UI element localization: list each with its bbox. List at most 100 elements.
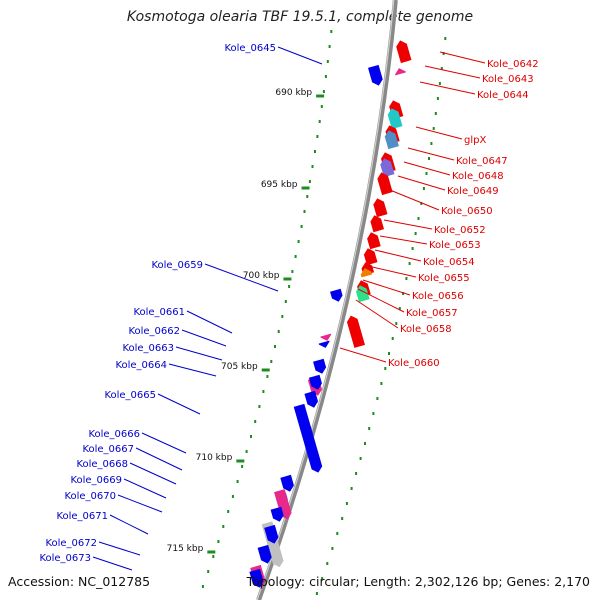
reverse-gene-arrow [395,68,406,76]
forward-gene-label: Kole_0667 [82,444,134,455]
reverse-gene-label: Kole_0650 [441,206,493,217]
inner-ring-dot [311,165,314,168]
ruler-tick-mark [236,459,245,463]
forward-gene-label: Kole_0669 [70,475,122,486]
inner-ring-dot [288,285,291,288]
forward-gene-label-leader [141,432,187,454]
forward-gene-arrow [330,288,343,302]
inner-ring-dot [245,450,248,453]
reverse-gene-arrow [384,130,399,150]
forward-gene-label-leader [277,46,323,65]
outer-ring-dot [440,67,443,70]
reverse-gene-arrow [360,268,373,278]
outer-ring-dot [408,262,411,265]
forward-gene-arrow [257,544,272,564]
inner-ring-dot [300,225,303,228]
reverse-gene-label: Kole_0643 [482,74,534,85]
forward-gene-label-leader [129,462,177,485]
forward-gene-label-leader [123,478,167,499]
inner-ring-dot [227,510,230,513]
inner-ring-dot [320,105,323,108]
reverse-gene-label: Kole_0648 [452,171,504,182]
outer-ring-dot [434,112,437,115]
forward-gene-label: Kole_0670 [64,491,116,502]
forward-gene-arrow [264,524,279,544]
reverse-gene-arrow [367,232,381,250]
inner-ring-dot [326,60,329,63]
reverse-gene-label-leader [357,288,405,313]
forward-gene-arrow [293,403,323,473]
inner-ring-dot [217,540,220,543]
reverse-gene-label-leader [403,161,451,176]
forward-gene-arrow [368,64,383,86]
reverse-gene-label: Kole_0654 [423,257,475,268]
reverse-gene-label-leader [379,235,428,245]
outer-ring-dot [388,352,390,355]
reverse-gene-arrow [363,248,378,266]
reverse-gene-arrow [346,315,365,348]
outer-ring-dot [359,457,362,460]
accession-text: Accession: NC_012785 [8,574,151,589]
reverse-gene-label-leader [383,219,433,230]
inner-ring-dot [330,30,333,33]
outer-ring-dot [321,577,324,580]
outer-ring-dot [336,532,339,535]
forward-gene-label-leader [117,494,163,513]
outer-ring-dot [430,142,433,145]
reverse-gene-label-leader [397,175,446,191]
inner-ring-dot [250,435,252,438]
forward-gene-label-leader [181,329,227,347]
reverse-gene-label-leader [407,147,455,161]
inner-ring-dot [322,90,325,93]
inner-ring-dot [266,375,269,378]
forward-gene-arrow [313,358,327,374]
reverse-gene-label: Kole_0660 [388,358,440,369]
outer-ring-dot [436,97,439,100]
ruler-tick-mark [316,94,325,98]
forward-gene-label-leader [109,514,149,535]
reverse-gene-label-leader [374,249,422,262]
inner-ring-dot [274,345,276,348]
reverse-gene-label-leader [419,81,476,95]
reverse-gene-label-leader [424,65,481,79]
forward-gene-label: Kole_0665 [104,390,156,401]
reverse-gene-arrow [377,172,393,196]
inner-ring-dot [281,315,284,318]
outer-ring-dot [398,307,401,310]
inner-ring-dot [303,210,306,213]
forward-gene-label-leader [168,363,217,377]
inner-ring-dot [222,525,225,528]
outer-ring-dot [350,487,353,490]
inner-ring-dot [241,465,244,468]
reverse-gene-arrow [370,215,385,233]
inner-ring-dot [270,360,273,363]
outer-ring-dot [438,82,441,85]
forward-gene-label: Kole_0659 [151,260,203,271]
outer-ring-dot [420,202,423,205]
inner-ring-dot [294,255,297,258]
reverse-gene-label: glpX [464,135,486,146]
genome-backbone-highlight [256,0,395,600]
reverse-gene-label: Kole_0658 [400,324,452,335]
outer-ring-dot [395,322,398,325]
forward-gene-arrow [304,390,319,408]
outer-ring-dot [380,382,383,385]
forward-gene-arrow [270,506,284,522]
inner-ring-dot [297,240,300,243]
ruler-tick-mark [261,368,270,372]
forward-gene-label: Kole_0668 [76,459,128,470]
inner-ring-dot [236,480,239,483]
forward-gene-arrow [280,474,294,492]
ruler-tick-label: 715 kbp [167,544,204,554]
outer-ring-dot [391,337,394,340]
reverse-gene-label-leader [415,126,463,140]
ruler-tick-label: 695 kbp [261,180,298,190]
forward-gene-arrow [249,568,264,588]
inner-ring-dot [306,195,309,198]
forward-gene-arrow [318,340,330,348]
forward-gene-arrow [274,489,292,520]
reverse-gene-label-leader [339,347,387,363]
reverse-gene-arrow [387,108,403,130]
genome-backbone [256,0,398,600]
